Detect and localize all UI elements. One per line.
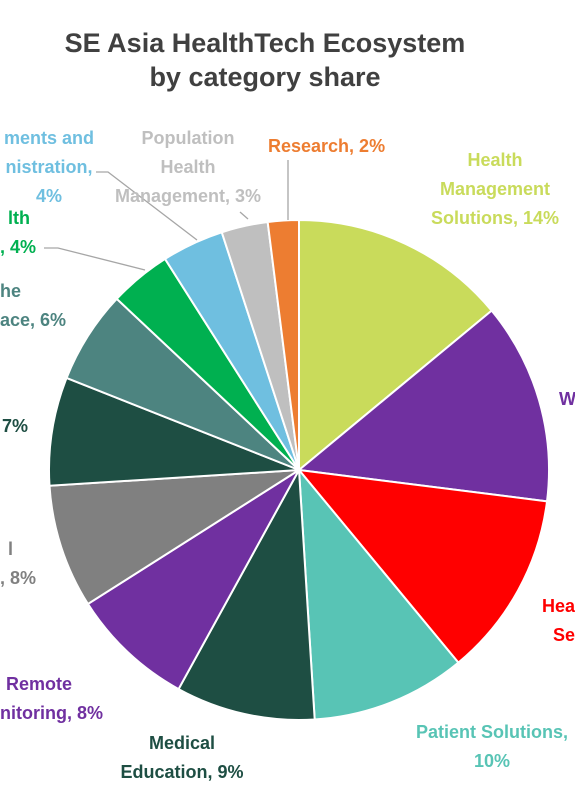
- label-line: Hea: [541, 596, 575, 616]
- label-line: Management, 3%: [114, 186, 262, 206]
- label-line: Population: [141, 128, 235, 148]
- pie-slice: [266, 218, 300, 471]
- pie-slice: [48, 376, 300, 487]
- label-hea: Hea Se: [542, 592, 575, 650]
- chart-title-line: SE Asia HealthTech Ecosystem: [64, 28, 466, 58]
- label-patient-solutions: Patient Solutions, 10%: [402, 718, 575, 776]
- label-dark-7: 7%: [2, 412, 28, 441]
- label-research: Research, 2%: [268, 132, 385, 161]
- label-line: W: [559, 389, 575, 409]
- label-w: W: [559, 385, 575, 414]
- label-line: , 8%: [0, 568, 37, 588]
- label-line: Se: [552, 625, 575, 645]
- pie-slice: [86, 469, 300, 691]
- label-teal-6: he ace, 6%: [0, 277, 66, 335]
- label-remote-monitoring: Remote nitoring, 8%: [0, 670, 103, 728]
- label-line: Medical: [148, 733, 216, 753]
- label-line: Remote: [6, 674, 73, 694]
- label-grey-8: l , 8%: [0, 535, 36, 593]
- pie-slice: [48, 469, 300, 606]
- label-health-management: Health Management Solutions, 14%: [420, 146, 570, 233]
- label-green-4: lth , 4%: [0, 204, 36, 262]
- pie-slices: [48, 218, 550, 721]
- label-line: Education, 9%: [120, 762, 244, 782]
- label-line: Solutions, 14%: [430, 208, 560, 228]
- label-line: Health: [467, 150, 523, 170]
- label-line: lth: [8, 208, 30, 228]
- label-line: l: [8, 539, 14, 559]
- label-line: Management: [439, 179, 551, 199]
- label-line: , 4%: [0, 237, 37, 257]
- label-medical-education: Medical Education, 9%: [112, 729, 252, 787]
- leader-line-green: [44, 247, 146, 271]
- label-line: 10%: [473, 751, 511, 771]
- label-research-text: Research, 2%: [268, 136, 386, 156]
- pie-slice: [298, 218, 494, 473]
- pie-slice: [296, 468, 549, 665]
- label-blue-4: ments and nistration, 4%: [0, 124, 98, 211]
- chart-subtitle: by category share: [149, 62, 381, 92]
- label-line: Patient Solutions,: [415, 722, 568, 742]
- pie-slice: [297, 466, 460, 721]
- label-line: Health: [160, 157, 216, 177]
- label-line: ments and: [3, 128, 95, 148]
- chart-title: SE Asia HealthTech Ecosystem by category…: [0, 26, 530, 94]
- label-population-health: Population Health Management, 3%: [98, 124, 278, 211]
- label-line: ace, 6%: [0, 310, 67, 330]
- pie-slice: [296, 309, 550, 503]
- leader-line-pop: [239, 211, 249, 220]
- label-line: nistration,: [5, 157, 93, 177]
- leader-lines: [44, 160, 289, 271]
- pie-slice: [177, 466, 316, 721]
- label-line: he: [0, 281, 22, 301]
- label-line: nitoring, 8%: [0, 703, 103, 723]
- leader-line-blue: [96, 171, 198, 241]
- label-line: 4%: [35, 186, 62, 206]
- label-line: 7%: [2, 416, 29, 436]
